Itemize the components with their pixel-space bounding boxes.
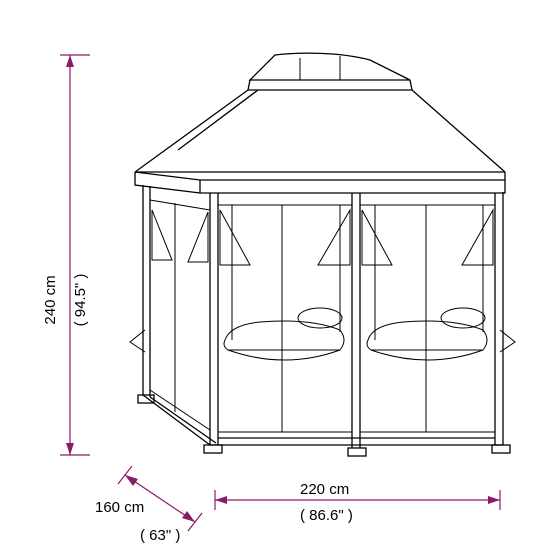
dimension-depth: 160 cm ( 63" ) [95, 466, 202, 544]
gazebo-dimension-drawing: 240 cm ( 94.5" ) 160 cm ( 63" ) 220 cm (… [0, 0, 550, 550]
depth-in: ( 63" ) [140, 527, 180, 544]
height-cm: 240 cm [42, 275, 59, 324]
width-in: ( 86.6" ) [300, 507, 353, 524]
dimension-height: 240 cm ( 94.5" ) [42, 55, 90, 455]
dimension-width: 220 cm ( 86.6" ) [215, 481, 500, 524]
height-in: ( 94.5" ) [72, 274, 89, 327]
width-cm: 220 cm [300, 481, 349, 498]
diagram: 240 cm ( 94.5" ) 160 cm ( 63" ) 220 cm (… [0, 0, 550, 550]
depth-cm: 160 cm [95, 499, 144, 516]
